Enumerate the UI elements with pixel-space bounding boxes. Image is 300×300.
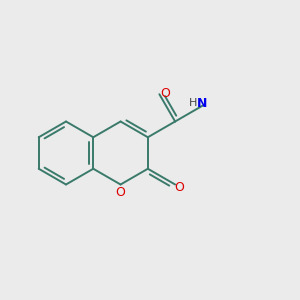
Text: N: N (197, 97, 208, 110)
Text: O: O (116, 185, 125, 199)
Text: O: O (160, 86, 170, 100)
Text: O: O (174, 181, 184, 194)
Text: H: H (189, 98, 198, 108)
